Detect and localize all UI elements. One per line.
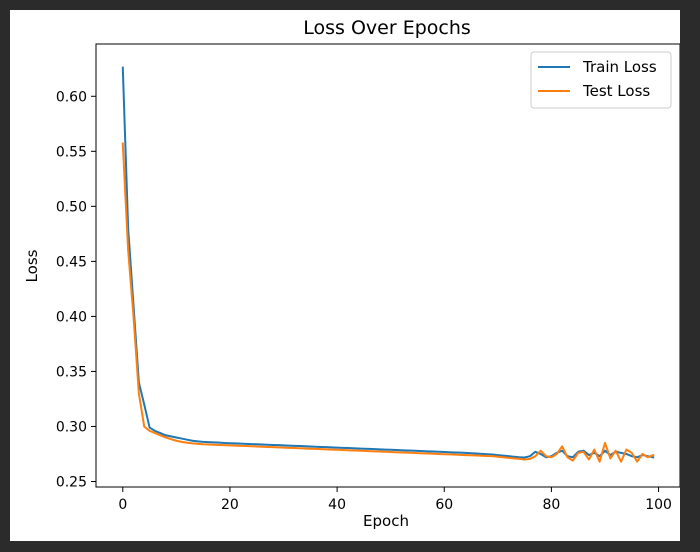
x-tick-label: 100 [645,497,672,513]
y-tick-label: 0.35 [56,364,87,380]
plot-frame [95,43,680,488]
x-axis: 0 20 40 60 80 100 [118,487,672,513]
x-tick-label: 20 [221,497,239,513]
y-tick-label: 0.40 [56,309,87,325]
legend-label-train: Train Loss [582,58,657,76]
series-line-train-loss [121,66,655,459]
y-tick-label: 0.50 [56,199,87,215]
chart-title: Loss Over Epochs [303,17,471,39]
series-line-test-loss [121,142,655,463]
chart-figure: Loss Over Epochs 0 20 40 60 80 100 0.25 0.30 0.… [10,10,680,541]
y-tick-label: 0.25 [56,474,87,490]
x-tick-label: 0 [118,497,127,513]
x-tick-label: 80 [542,497,560,513]
x-tick-label: 60 [435,497,453,513]
y-tick-label: 0.55 [56,144,87,160]
y-tick-label: 0.60 [56,89,87,105]
legend-label-test: Test Loss [582,82,650,100]
y-tick-label: 0.45 [56,254,87,270]
y-axis: 0.25 0.30 0.35 0.40 0.45 0.50 0.55 0.60 [56,89,96,490]
x-tick-label: 40 [328,497,346,513]
loss-line-chart: Loss Over Epochs 0 20 40 60 80 100 0.250.300.… [23,17,680,530]
y-tick-label: 0.30 [56,419,87,435]
x-axis-label: Epoch [363,512,409,530]
series-layer [121,66,655,463]
y-axis-label: Loss [23,249,41,282]
legend: Train Loss Test Loss [530,51,672,109]
